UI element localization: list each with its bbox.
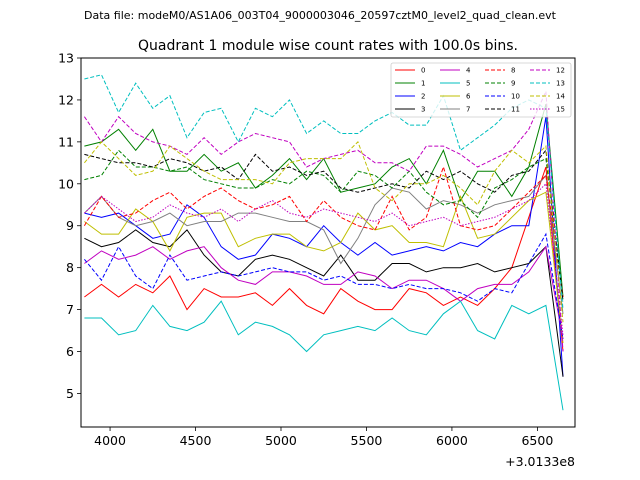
x-tick-label: 6500	[521, 433, 553, 448]
y-tick-label: 6	[66, 344, 74, 359]
legend-label-3: 3	[421, 106, 425, 114]
y-tick-label: 5	[66, 386, 74, 401]
legend-label-13: 13	[556, 80, 565, 88]
series-line-13	[84, 74, 564, 310]
x-tick-label: 4000	[94, 433, 126, 448]
series-line-4	[84, 245, 564, 339]
y-tick-label: 7	[66, 302, 74, 317]
x-offset-label: +3.0133e8	[505, 454, 575, 469]
y-tick-label: 12	[58, 92, 74, 107]
x-tick-label: 4500	[180, 433, 212, 448]
x-tick-label: 5000	[265, 433, 297, 448]
figure-suptitle: Data file: modeM0/AS1A06_003T04_90000030…	[84, 9, 557, 22]
y-tick-label: 10	[58, 176, 74, 191]
legend-label-8: 8	[511, 67, 515, 75]
x-tick-label: 6000	[436, 433, 468, 448]
series-line-3	[84, 229, 564, 377]
x-axis-ticks: 4000 4500 5000 5500 6000 6500	[94, 427, 553, 448]
series-line-10	[84, 232, 564, 339]
legend-label-4: 4	[466, 67, 471, 75]
series-line-12	[83, 91, 564, 352]
y-tick-label: 9	[66, 218, 74, 233]
legend-label-12: 12	[556, 67, 565, 75]
y-tick-label: 8	[66, 260, 74, 275]
x-tick-label: 5500	[351, 433, 383, 448]
legend-label-7: 7	[466, 106, 470, 114]
series-line-1	[84, 103, 564, 298]
series-line-9	[84, 149, 564, 302]
series-line-2	[84, 116, 564, 377]
legend-box	[390, 62, 572, 118]
legend-label-14: 14	[556, 93, 565, 101]
plot-frame	[80, 57, 576, 428]
series-line-14	[84, 141, 564, 323]
legend-label-6: 6	[466, 93, 471, 101]
y-tick-label: 13	[58, 51, 74, 66]
legend-label-10: 10	[511, 93, 520, 101]
legend-label-5: 5	[466, 80, 470, 88]
y-tick-label: 11	[58, 134, 74, 149]
series-line-7	[84, 174, 564, 314]
series-line-8	[83, 165, 564, 298]
series-line-11	[84, 149, 564, 302]
legend-label-11: 11	[511, 106, 520, 114]
legend-label-0: 0	[421, 67, 425, 75]
series-line-15	[84, 182, 564, 335]
plot-lines	[83, 74, 564, 411]
series-line-0	[84, 166, 564, 352]
series-line-6	[84, 191, 564, 344]
chart-title: Quadrant 1 module wise count rates with …	[138, 38, 518, 54]
legend-label-15: 15	[556, 106, 565, 114]
y-axis-ticks: 5 6 7 8 9 10 11 12 13	[58, 51, 81, 401]
series-line-5	[84, 300, 564, 411]
legend-label-1: 1	[421, 80, 425, 88]
legend-label-2: 2	[421, 93, 425, 101]
legend-label-9: 9	[511, 80, 515, 88]
